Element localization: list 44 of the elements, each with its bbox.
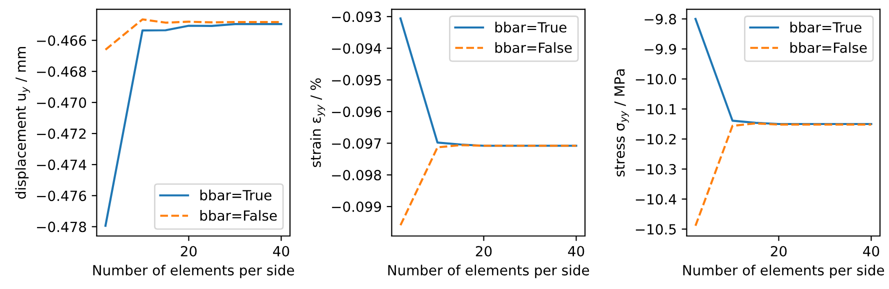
x-axis-title: Number of elements per side (683, 264, 884, 278)
line-series (104, 23, 282, 227)
line-series (694, 122, 872, 227)
y-tick-label: −0.094 (332, 43, 382, 54)
x-tick-label: 20 (180, 246, 197, 256)
y-tick-label: −0.096 (332, 106, 382, 118)
line-series (694, 18, 872, 126)
x-axis-title: Number of elements per side (93, 264, 294, 278)
legend-label: bbar=True (790, 22, 862, 33)
legend-label: bbar=False (495, 42, 572, 53)
x-tick-label: 40 (863, 246, 880, 256)
y-tick-label: −0.474 (37, 160, 86, 170)
y-axis-title: strain ε$_{yy}$ / % (310, 78, 326, 168)
y-tick-label: −10.0 (636, 74, 676, 84)
x-tick-label: 20 (476, 246, 492, 256)
line-series (399, 144, 578, 226)
y-tick-label: −0.476 (37, 190, 86, 202)
legend-label: bbar=False (790, 42, 867, 53)
legend-label: bbar=False (200, 210, 277, 221)
y-tick-label: −0.093 (332, 12, 381, 22)
y-tick-label: −0.470 (37, 97, 86, 108)
y-tick-label: −10.1 (636, 104, 676, 114)
y-tick-label: −0.468 (37, 66, 86, 77)
x-tick-label: 40 (568, 246, 584, 256)
y-axis-title: displacement u$_{y}$ / mm (15, 47, 30, 199)
y-tick-label: −10.4 (636, 194, 676, 205)
x-tick-label: 20 (770, 246, 787, 256)
x-tick-label: 40 (273, 246, 290, 256)
y-tick-label: −0.098 (332, 170, 382, 180)
y-tick-label: −9.9 (644, 44, 676, 54)
y-tick-label: −0.097 (332, 138, 381, 149)
y-tick-label: −0.095 (332, 74, 381, 86)
y-tick-label: −0.099 (332, 202, 381, 212)
y-axis-title: stress σ$_{yy}$ / MPa (614, 69, 629, 176)
y-tick-label: −0.466 (37, 35, 86, 46)
y-tick-label: −10.2 (636, 134, 676, 144)
x-axis-title: Number of elements per side (388, 264, 590, 278)
y-tick-label: −0.472 (37, 128, 86, 139)
legend-label: bbar=True (495, 22, 566, 33)
y-tick-label: −9.8 (644, 14, 676, 24)
y-tick-label: −10.3 (636, 164, 676, 175)
legend-label: bbar=True (200, 190, 272, 200)
y-tick-label: −10.5 (636, 224, 676, 235)
y-tick-label: −0.478 (37, 222, 86, 232)
